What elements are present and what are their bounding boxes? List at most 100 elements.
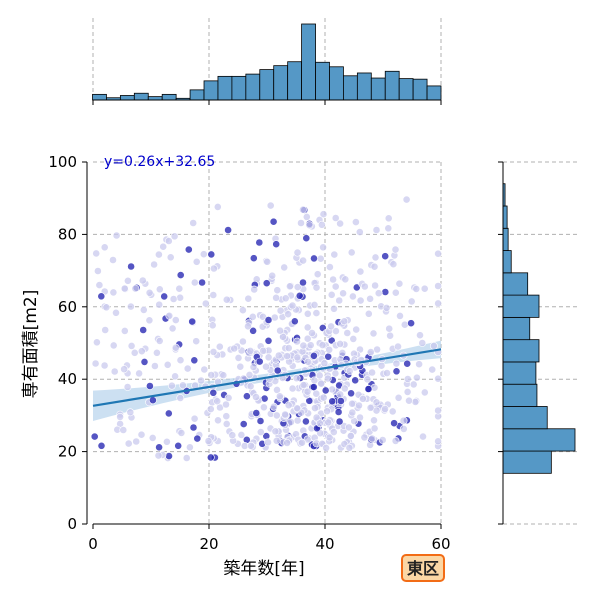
scatter-point	[177, 428, 186, 437]
scatter-point	[377, 361, 386, 370]
scatter-point	[165, 452, 173, 460]
right-hist-bar	[502, 361, 537, 385]
y-tick-label: 0	[67, 515, 77, 533]
scatter-point	[269, 217, 278, 226]
right-hist-bar	[502, 406, 548, 430]
top-hist-bar	[426, 85, 442, 101]
scatter-point	[352, 283, 361, 292]
top-hist-bar	[133, 92, 149, 101]
scatter-point	[418, 339, 427, 347]
scatter-point	[137, 430, 146, 439]
scatter-point	[285, 282, 294, 291]
scatter-point	[317, 220, 326, 229]
scatter-point	[391, 288, 400, 297]
scatter-point	[366, 348, 375, 356]
scatter-point	[245, 370, 254, 379]
scatter-point	[340, 317, 349, 326]
scatter-point	[184, 245, 193, 254]
scatter-point	[403, 359, 412, 368]
scatter-point	[101, 326, 110, 334]
scatter-point	[166, 253, 175, 262]
scatter-point	[127, 262, 136, 271]
scatter-point	[356, 296, 365, 305]
scatter-point	[325, 263, 334, 271]
scatter-point	[370, 416, 378, 425]
scatter-points	[90, 195, 442, 462]
scatter-point	[384, 214, 393, 223]
scatter-point	[364, 385, 373, 393]
scatter-point	[327, 322, 335, 331]
scatter-point	[116, 412, 124, 421]
scatter-point	[249, 326, 257, 335]
scatter-point	[302, 212, 311, 221]
scatter-point	[306, 341, 315, 350]
scatter-point	[188, 317, 197, 326]
scatter-point	[329, 275, 337, 284]
scatter-point	[276, 306, 285, 315]
scatter-point	[360, 433, 369, 442]
scatter-point	[100, 243, 109, 252]
scatter-point	[341, 275, 350, 284]
regression-line-group	[92, 348, 442, 407]
scatter-point	[154, 250, 163, 259]
scatter-point	[209, 347, 218, 356]
scatter-point	[250, 285, 259, 294]
scatter-point	[266, 201, 275, 210]
scatter-point	[284, 310, 292, 319]
scatter-point	[301, 417, 310, 426]
right-hist-bar	[502, 227, 509, 251]
scatter-point	[303, 334, 312, 343]
scatter-point	[403, 375, 412, 383]
scatter-point	[399, 424, 408, 433]
scatter-point	[420, 284, 429, 293]
scatter-point	[336, 219, 344, 228]
scatter-point	[336, 390, 345, 399]
scatter-point	[407, 297, 416, 306]
scatter-point	[109, 288, 118, 297]
scatter-point	[170, 232, 179, 241]
scatter-point	[126, 408, 135, 417]
x-axis-label: 築年数[年]	[223, 559, 304, 579]
scatter-point	[315, 419, 324, 428]
scatter-point	[340, 384, 349, 393]
scatter-point	[130, 348, 139, 357]
scatter-point	[308, 329, 316, 337]
scatter-point	[262, 362, 270, 371]
scatter-point	[412, 373, 421, 382]
scatter-point	[297, 219, 305, 227]
scatter-point	[176, 271, 185, 279]
scatter-point	[145, 316, 154, 325]
scatter-point	[299, 256, 307, 265]
scatter-point	[434, 282, 442, 290]
scatter-point	[255, 357, 264, 366]
scatter-point	[271, 427, 280, 436]
scatter-point	[145, 288, 154, 297]
x-tick-label: 0	[88, 535, 98, 553]
scatter-point	[139, 305, 148, 314]
scatter-point	[176, 293, 184, 302]
scatter-point	[355, 228, 364, 236]
scatter-point	[264, 336, 273, 345]
scatter-point	[112, 308, 120, 317]
scatter-point	[389, 260, 398, 269]
scatter-point	[150, 260, 158, 269]
scatter-point	[209, 264, 218, 273]
scatter-point	[248, 312, 257, 321]
scatter-point	[224, 393, 233, 402]
scatter-point	[351, 218, 360, 226]
scatter-point	[280, 263, 289, 272]
scatter-point	[324, 352, 333, 361]
scatter-point	[304, 357, 312, 366]
scatter-point	[264, 316, 273, 324]
scatter-point	[299, 205, 307, 214]
scatter-point	[310, 254, 318, 263]
top-hist-bar	[119, 95, 135, 101]
scatter-point	[293, 337, 301, 346]
right-histogram	[498, 161, 578, 525]
scatter-point	[185, 443, 194, 452]
scatter-point	[411, 397, 420, 406]
scatter-point	[352, 325, 361, 334]
right-hist-bar	[502, 316, 531, 341]
scatter-point	[299, 341, 308, 350]
top-hist-bar	[329, 66, 344, 101]
